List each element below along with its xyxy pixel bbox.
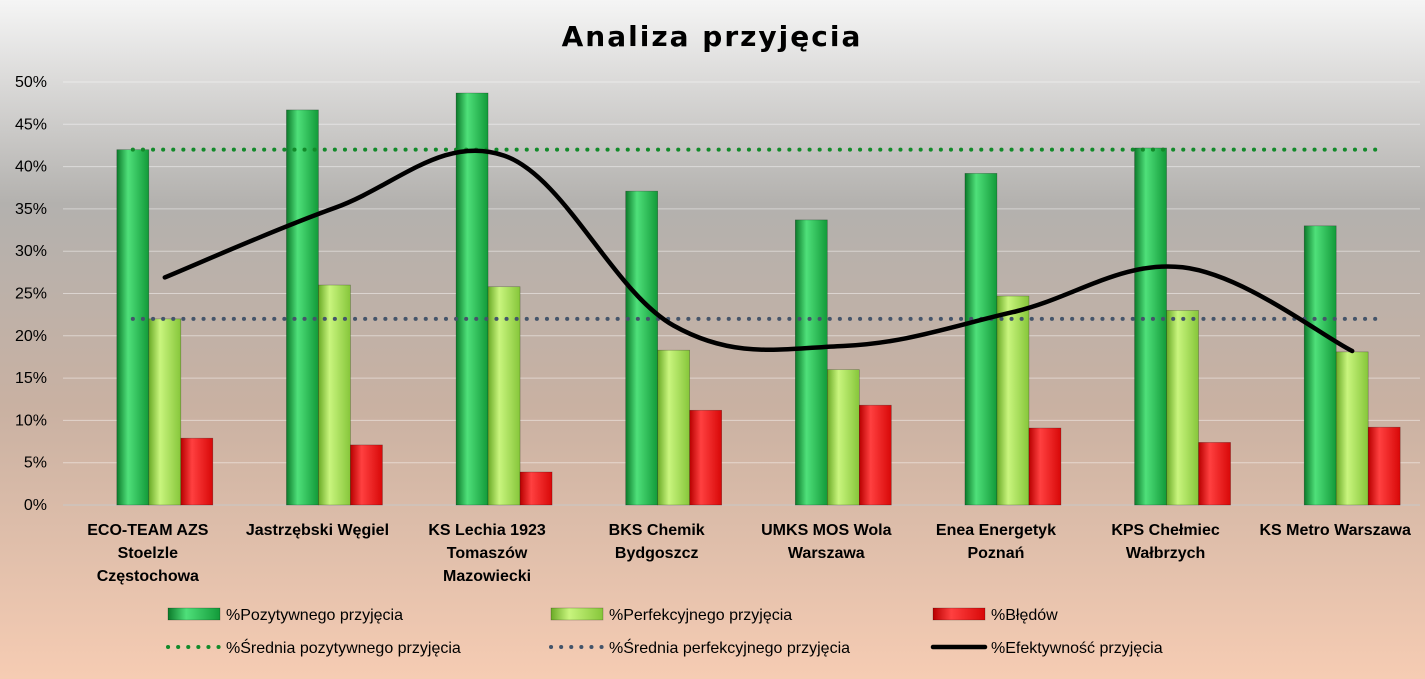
x-category-label: Bydgoszcz [615, 545, 699, 562]
legend-label-4: %Średnia pozytywnego przyjęcia [226, 638, 461, 657]
bar-1-2 [286, 109, 319, 506]
bar-2-4 [657, 349, 690, 506]
x-category-label: ECO-TEAM AZS [87, 522, 209, 539]
bar-1-7 [1134, 147, 1167, 506]
y-tick-label: 35% [15, 201, 47, 218]
efficiency-line [162, 148, 1355, 354]
bar-3-6 [1028, 427, 1062, 506]
chart-title: Analiza przyjęcia [562, 20, 863, 53]
bar-2-6 [996, 295, 1030, 506]
bar-3-2 [350, 444, 383, 506]
y-tick-label: 0% [24, 497, 47, 514]
x-category-label: KS Metro Warszawa [1259, 522, 1411, 539]
bar-3-5 [859, 404, 892, 506]
bar-2-3 [487, 286, 521, 506]
y-tick-label: 10% [15, 412, 47, 429]
x-category-label: Stoelzle [118, 545, 179, 562]
legend-label-3: %Błędów [991, 607, 1058, 624]
bar-1-3 [455, 92, 489, 506]
bar-2-1 [148, 318, 182, 506]
y-tick-label: 50% [15, 74, 47, 91]
legend-label-6: %Efektywność przyjęcia [991, 640, 1163, 657]
y-tick-label: 20% [15, 328, 47, 345]
y-tick-label: 45% [15, 116, 47, 133]
bar-3-4 [689, 409, 722, 506]
y-tick-label: 25% [15, 286, 47, 303]
legend-swatch-2 [550, 607, 604, 621]
x-category-label: Jastrzębski Węgiel [246, 522, 389, 539]
bar-2-7 [1166, 310, 1199, 506]
legend-label-1: %Pozytywnego przyjęcia [226, 607, 403, 624]
x-category-label: Tomaszów [447, 545, 528, 562]
x-category-label: KS Lechia 1923 [428, 522, 546, 539]
bar-1-4 [625, 190, 658, 506]
y-tick-label: 15% [15, 370, 47, 387]
y-tick-label: 5% [24, 455, 47, 472]
bar-3-8 [1367, 426, 1401, 506]
x-category-label: Enea Energetyk [936, 522, 1056, 539]
x-category-label: Wałbrzych [1126, 545, 1205, 562]
legend-swatch-1 [167, 607, 221, 621]
x-category-label: Mazowiecki [443, 568, 531, 585]
bar-3-3 [519, 471, 553, 506]
bar-2-2 [318, 284, 351, 506]
legend-swatch-3 [932, 607, 986, 621]
x-category-label: BKS Chemik [609, 522, 705, 539]
bar-1-8 [1303, 225, 1337, 506]
y-tick-label: 40% [15, 159, 47, 176]
bar-3-1 [180, 437, 214, 506]
bar-3-7 [1198, 442, 1231, 506]
bar-2-8 [1335, 351, 1369, 506]
x-category-label: Poznań [967, 545, 1024, 562]
legend-label-5: %Średnia perfekcyjnego przyjęcia [609, 638, 850, 657]
x-category-label: UMKS MOS Wola [761, 522, 891, 539]
bar-1-6 [964, 173, 998, 506]
x-category-label: KPS Chełmiec [1111, 522, 1220, 539]
bar-1-5 [795, 219, 828, 506]
y-tick-label: 30% [15, 243, 47, 260]
legend-label-2: %Perfekcyjnego przyjęcia [609, 607, 792, 624]
bar-1-1 [116, 149, 150, 506]
x-category-label: Warszawa [788, 545, 865, 562]
x-category-label: Częstochowa [97, 568, 199, 585]
bar-2-5 [827, 369, 860, 506]
